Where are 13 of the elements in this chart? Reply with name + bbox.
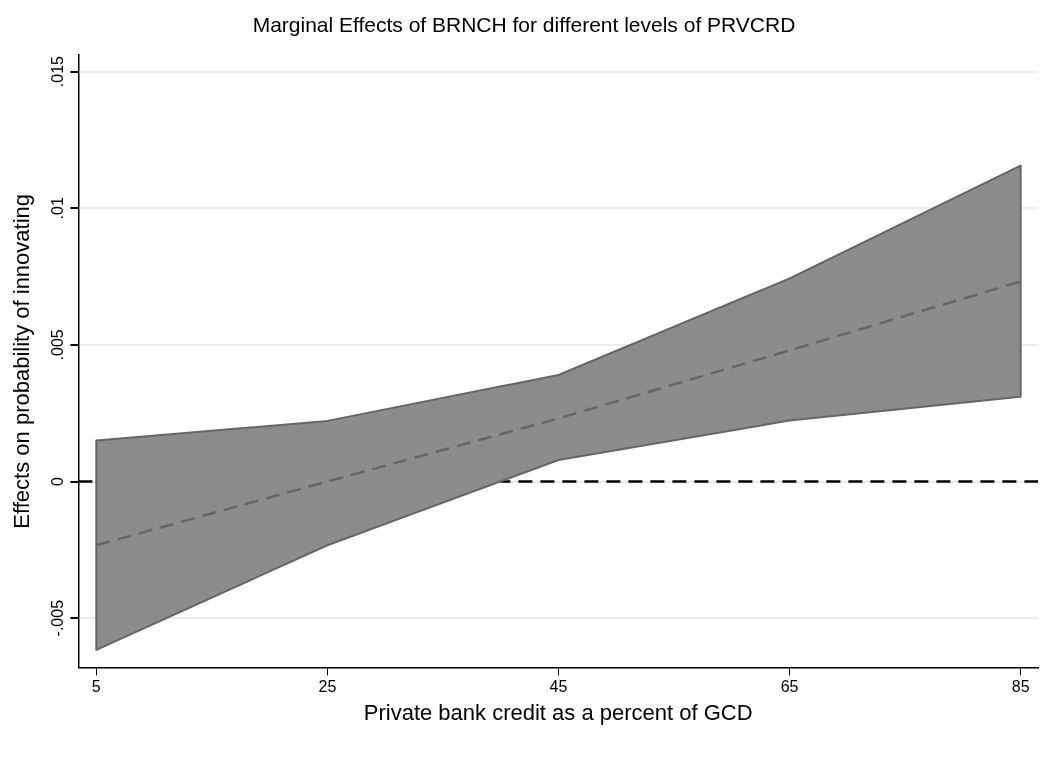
y-tick-label: .005 [48,329,66,361]
x-axis-title: Private bank credit as a percent of GCD [363,699,753,725]
x-tick-label: 65 [780,678,799,696]
y-tick-label: 0 [48,477,66,487]
y-axis-title: Effects on probability of innovating [9,193,35,529]
chart-title: Marginal Effects of BRNCH for different levels of PRVCRD [252,13,796,37]
y-tick-label: -.005 [48,599,66,637]
x-tick-label: 85 [1011,678,1030,696]
x-tick-label: 5 [91,678,101,696]
y-tick-label: .015 [48,55,66,88]
x-tick-label: 25 [318,678,337,696]
x-tick-label: 45 [549,678,568,696]
y-tick-label: .01 [48,197,66,220]
